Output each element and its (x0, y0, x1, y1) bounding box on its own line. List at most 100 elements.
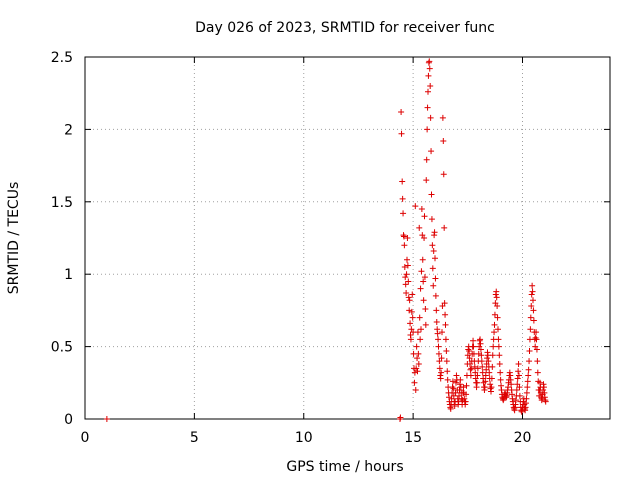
data-point (463, 382, 470, 389)
data-point (449, 384, 456, 391)
data-point (441, 300, 448, 307)
data-point (424, 104, 431, 111)
data-point (404, 256, 410, 263)
data-point (496, 360, 503, 367)
data-point (438, 369, 445, 376)
data-point (428, 191, 435, 198)
data-point (430, 282, 437, 289)
data-point (434, 330, 441, 337)
data-point (474, 379, 480, 386)
data-point (530, 307, 537, 314)
plot-frame (84, 56, 611, 420)
data-point (482, 378, 489, 385)
data-point (413, 365, 420, 372)
data-point (442, 311, 449, 318)
data-point (407, 320, 414, 327)
data-point (540, 384, 547, 391)
data-point (491, 329, 498, 336)
data-point (439, 329, 445, 336)
data-point (435, 336, 442, 343)
data-point (523, 395, 530, 402)
data-point (440, 137, 447, 144)
data-point (448, 401, 455, 408)
data-point (467, 372, 474, 379)
data-point (441, 224, 448, 231)
data-point (508, 381, 515, 388)
data-point (455, 398, 462, 405)
data-point (486, 369, 493, 376)
data-point (418, 268, 425, 275)
data-point (420, 297, 427, 304)
data-point (491, 321, 498, 328)
data-point (460, 384, 467, 391)
data-point (423, 177, 430, 184)
data-point (528, 303, 535, 310)
data-point (103, 416, 110, 422)
data-point (533, 336, 540, 343)
data-point (420, 278, 427, 285)
data-point (495, 326, 501, 333)
data-point (401, 263, 408, 270)
data-point (483, 366, 490, 373)
data-point (424, 126, 431, 133)
data-point (475, 350, 482, 357)
data-point (412, 387, 419, 394)
data-point (414, 368, 421, 375)
data-point (471, 363, 478, 370)
axes (84, 56, 611, 420)
data-point (398, 109, 405, 116)
data-point (527, 314, 534, 321)
data-point (403, 290, 410, 297)
data-point (426, 58, 433, 65)
data-point (414, 329, 421, 336)
data-point (526, 358, 533, 365)
data-point (437, 375, 444, 382)
data-point (488, 375, 495, 382)
data-point (433, 318, 440, 325)
x-tick-label: 5 (190, 430, 199, 446)
data-point (431, 229, 438, 236)
data-point (406, 307, 413, 314)
x-tick-label: 15 (404, 430, 422, 446)
data-point (427, 114, 434, 121)
data-point (402, 281, 409, 288)
data-point (439, 114, 446, 121)
y-tick-label: 2 (64, 122, 73, 138)
data-point (481, 384, 488, 391)
data-point (477, 346, 484, 353)
data-point (529, 282, 536, 289)
data-point (402, 274, 409, 281)
data-point (400, 210, 407, 217)
data-point (484, 355, 491, 362)
data-point (409, 291, 416, 298)
data-point (415, 350, 422, 357)
data-point (494, 314, 501, 321)
data-point (400, 233, 407, 240)
data-point (417, 336, 424, 343)
data-point (532, 334, 539, 341)
data-point (443, 347, 450, 354)
data-point (533, 329, 540, 336)
data-point (488, 384, 495, 391)
data-point (482, 372, 489, 379)
data-point (470, 337, 477, 344)
y-tick-label: 0 (64, 412, 73, 428)
data-point (425, 72, 432, 79)
tick-labels: 0 5 10 15 20 0 0.5 1 1.5 2 2.5 (51, 50, 532, 446)
data-point (528, 291, 535, 298)
y-tick-label: 1.5 (51, 195, 73, 211)
data-point (409, 314, 416, 321)
data-point (429, 265, 436, 272)
data-point (453, 379, 459, 386)
data-point (496, 352, 503, 359)
data-point (478, 358, 485, 365)
data-point (416, 224, 423, 231)
data-point (433, 307, 440, 314)
data-point (494, 303, 501, 310)
data-point (442, 336, 449, 343)
data-point (457, 376, 464, 383)
data-point (493, 288, 500, 295)
x-tick-label: 10 (295, 430, 313, 446)
data-point (415, 360, 422, 367)
data-point (513, 387, 520, 394)
